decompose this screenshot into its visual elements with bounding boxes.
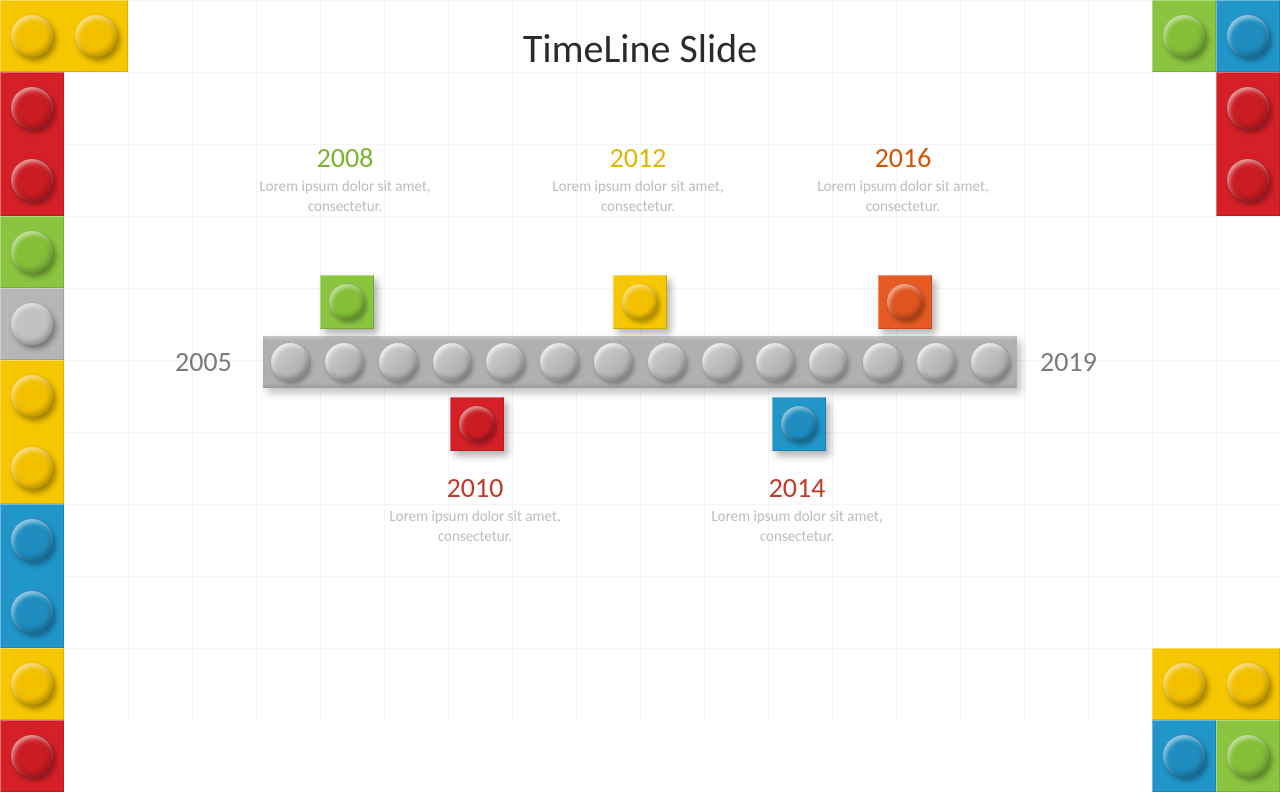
brick-stud [11, 663, 53, 705]
event-desc: Lorem ipsum dolor sit amet, consectetur. [240, 177, 450, 218]
brick-stud [1227, 159, 1269, 201]
timeline-stud [809, 343, 847, 381]
brick-stud [1227, 735, 1269, 777]
brick-stud [11, 519, 53, 561]
brick-stud [11, 87, 53, 129]
border-brick [0, 72, 64, 216]
event-desc: Lorem ipsum dolor sit amet, consectetur. [692, 507, 902, 548]
brick-stud [1227, 663, 1269, 705]
event-desc: Lorem ipsum dolor sit amet, consectetur. [533, 177, 743, 218]
event-2016: 2016Lorem ipsum dolor sit amet, consecte… [798, 140, 1008, 218]
timeline-stud [433, 343, 471, 381]
brick-stud [1163, 663, 1205, 705]
timeline-stud [379, 343, 417, 381]
event-brick-2010 [450, 397, 504, 451]
event-brick-2008 [320, 275, 374, 329]
brick-stud [11, 591, 53, 633]
event-brick-stud [781, 406, 817, 442]
timeline-bar [263, 336, 1017, 388]
border-brick [1152, 720, 1216, 792]
border-brick [1152, 648, 1280, 720]
event-2014: 2014Lorem ipsum dolor sit amet, consecte… [692, 470, 902, 548]
event-year: 2010 [370, 470, 580, 505]
border-brick [0, 504, 64, 648]
brick-stud [11, 447, 53, 489]
timeline-stud [971, 343, 1009, 381]
event-brick-2012 [613, 275, 667, 329]
brick-stud [1227, 87, 1269, 129]
border-brick [0, 648, 64, 720]
timeline-start-year: 2005 [175, 344, 232, 379]
timeline-stud [271, 343, 309, 381]
brick-stud [11, 303, 53, 345]
event-2010: 2010Lorem ipsum dolor sit amet, consecte… [370, 470, 580, 548]
timeline-stud [917, 343, 955, 381]
timeline-stud [863, 343, 901, 381]
event-year: 2012 [533, 140, 743, 175]
event-year: 2008 [240, 140, 450, 175]
border-brick [1216, 72, 1280, 216]
border-brick [0, 360, 64, 504]
border-brick [1216, 720, 1280, 792]
timeline-stud [756, 343, 794, 381]
border-brick [0, 288, 64, 360]
brick-stud [1163, 735, 1205, 777]
timeline-stud [486, 343, 524, 381]
event-brick-stud [459, 406, 495, 442]
timeline-stud [325, 343, 363, 381]
brick-stud [11, 159, 53, 201]
border-brick [0, 216, 64, 288]
timeline-stud [594, 343, 632, 381]
event-desc: Lorem ipsum dolor sit amet, consectetur. [798, 177, 1008, 218]
timeline-stud [648, 343, 686, 381]
timeline-stud [540, 343, 578, 381]
brick-stud [11, 231, 53, 273]
event-2012: 2012Lorem ipsum dolor sit amet, consecte… [533, 140, 743, 218]
timeline-stud [702, 343, 740, 381]
timeline-end-year: 2019 [1040, 344, 1097, 379]
event-brick-stud [622, 284, 658, 320]
brick-stud [11, 375, 53, 417]
event-brick-2016 [878, 275, 932, 329]
event-year: 2014 [692, 470, 902, 505]
event-desc: Lorem ipsum dolor sit amet, consectetur. [370, 507, 580, 548]
event-brick-stud [329, 284, 365, 320]
event-2008: 2008Lorem ipsum dolor sit amet, consecte… [240, 140, 450, 218]
event-year: 2016 [798, 140, 1008, 175]
brick-stud [11, 735, 53, 777]
border-brick [0, 720, 64, 792]
event-brick-2014 [772, 397, 826, 451]
page-title: TimeLine Slide [0, 24, 1280, 73]
event-brick-stud [887, 284, 923, 320]
